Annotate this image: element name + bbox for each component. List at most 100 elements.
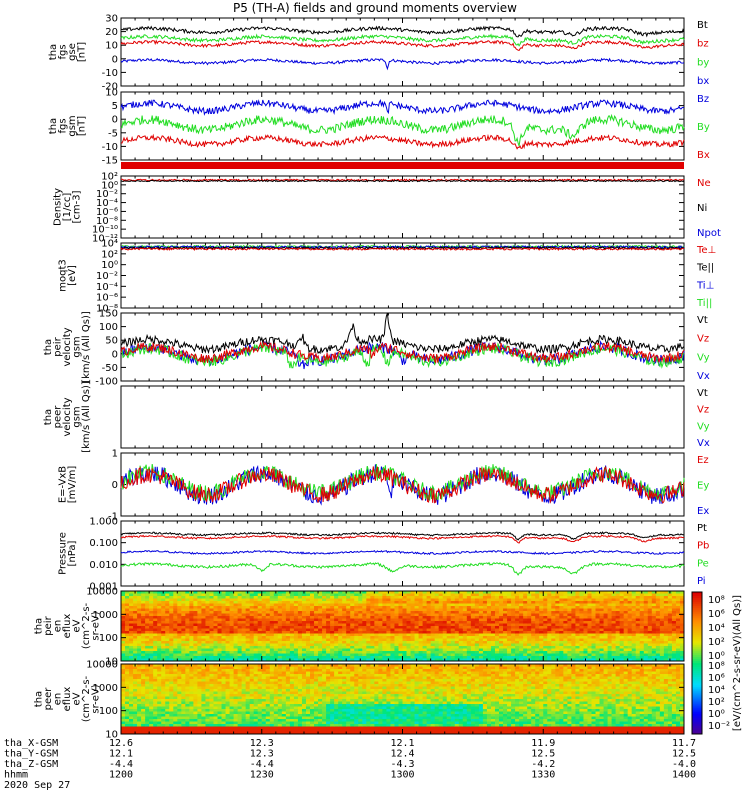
spectrogram-cell <box>125 613 130 617</box>
spectrogram-cell <box>446 596 452 599</box>
spectrogram-cell <box>350 611 355 614</box>
spectrogram-cell <box>354 618 359 622</box>
spectrogram-cell <box>305 616 311 619</box>
spectrogram-cell <box>354 626 359 629</box>
spectrogram-cell <box>631 611 637 614</box>
spectrogram-cell <box>531 628 536 632</box>
spectrogram-cell <box>494 658 500 662</box>
spectrogram-cell <box>490 593 496 597</box>
spectrogram-cell <box>422 638 428 642</box>
spectrogram-cell <box>575 648 580 652</box>
spectrogram-cell <box>663 628 669 632</box>
spectrogram-cell <box>551 628 556 632</box>
spectrogram-cell <box>531 616 536 619</box>
spectrogram-cell <box>382 598 387 602</box>
spectrogram-cell <box>402 641 408 644</box>
spectrogram-cell <box>434 646 440 649</box>
spectrogram-cell <box>310 633 315 637</box>
spectrogram-cell <box>430 596 436 599</box>
spectrogram-cell <box>334 641 339 644</box>
spectrogram-cell <box>145 606 150 609</box>
spectrogram-cell <box>314 643 319 647</box>
spectrogram-cell <box>511 591 516 594</box>
spectrogram-cell <box>547 631 552 634</box>
spectrogram-cell <box>494 648 500 652</box>
spectrogram-cell <box>587 601 593 604</box>
spectrogram-cell <box>342 616 347 619</box>
spectrogram-cell <box>386 631 391 634</box>
spectrogram-cell <box>205 608 210 612</box>
spectrogram-cell <box>257 631 263 634</box>
spectrogram-cell <box>233 631 239 634</box>
spectrogram-cell <box>486 591 492 594</box>
spectrogram-cell <box>125 641 130 644</box>
spectrogram-cell <box>245 603 251 607</box>
spectrogram-cell <box>157 591 162 594</box>
spectrogram-cell <box>169 648 174 652</box>
spectrogram-cell <box>209 601 214 604</box>
spectrogram-cell <box>535 651 540 654</box>
spectrogram-cell <box>289 643 295 647</box>
spectrogram-cell <box>559 648 564 652</box>
spectrogram-cell <box>362 613 367 617</box>
spectrogram-cell <box>293 626 299 629</box>
spectrogram-cell <box>446 658 452 662</box>
spectrogram-cell <box>378 601 383 604</box>
spectrogram-cell <box>402 648 408 652</box>
spectrogram-cell <box>301 621 307 624</box>
spectrogram-cell <box>273 636 279 639</box>
spectrogram-cell <box>587 641 593 644</box>
spectrogram-cell <box>121 674 126 677</box>
spectrogram-cell <box>209 643 214 647</box>
spectrogram-cell <box>305 651 311 654</box>
spectrogram-cell <box>173 591 178 594</box>
spectrogram-cell <box>342 598 347 602</box>
spectrogram-cell <box>129 709 134 712</box>
spectrogram-cell <box>310 636 315 639</box>
spectrogram-cell <box>121 696 126 700</box>
spectrogram-cell <box>511 616 516 619</box>
legend-vz: Vz <box>697 405 709 416</box>
spectrogram-cell <box>145 631 150 634</box>
spectrogram-cell <box>462 633 468 637</box>
spectrogram-cell <box>334 643 339 647</box>
spectrogram-cell <box>374 601 379 604</box>
spectrogram-cell <box>627 658 633 662</box>
spectrogram-cell <box>559 606 564 609</box>
spectrogram-cell <box>261 616 267 619</box>
spectrogram-cell <box>567 653 572 657</box>
spectrogram-cell <box>679 633 685 637</box>
spectrogram-cell <box>382 613 387 617</box>
spectrogram-cell <box>531 608 536 612</box>
spectrogram-cell <box>314 591 319 594</box>
spectrogram-cell <box>402 601 408 604</box>
spectrogram-cell <box>338 633 343 637</box>
spectrogram-cell <box>446 636 452 639</box>
spectrogram-cell <box>619 591 625 594</box>
spectrogram-cell <box>543 653 548 657</box>
spectrogram-cell <box>503 636 508 639</box>
spectrogram-cell <box>398 628 403 632</box>
spectrogram-cell <box>133 689 138 692</box>
spectrogram-cell <box>458 641 464 644</box>
spectrogram-cell <box>575 638 580 642</box>
spectrogram-cell <box>591 598 597 602</box>
spectrogram-cell <box>318 618 323 622</box>
spectrogram-cell <box>201 611 206 614</box>
spectrogram-cell <box>611 653 617 657</box>
spectrogram-cell <box>386 603 391 607</box>
spectrogram-cell <box>121 606 126 609</box>
spectrogram-cell <box>362 623 367 627</box>
spectrogram-cell <box>647 636 653 639</box>
spectrogram-cell <box>619 601 625 604</box>
spectrogram-cell <box>141 636 146 639</box>
spectrogram-cell <box>531 596 536 599</box>
spectrogram-cell <box>326 618 331 622</box>
spectrogram-cell <box>450 631 456 634</box>
spectrogram-cell <box>314 641 319 644</box>
spectrogram-cell <box>507 593 512 597</box>
spectrogram-cell <box>531 591 536 594</box>
spectrogram-cell <box>575 621 580 624</box>
spectrogram-cell <box>273 638 279 642</box>
spectrogram-cell <box>591 621 597 624</box>
